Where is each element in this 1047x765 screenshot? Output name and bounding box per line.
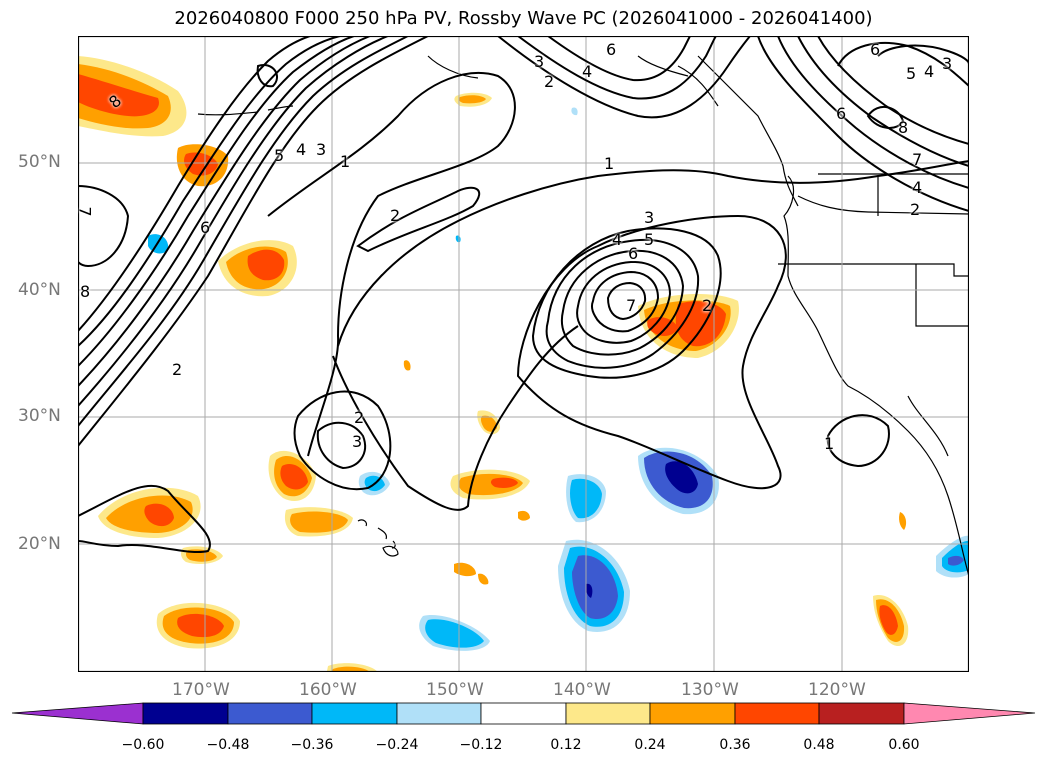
map-title: 2026040800 F000 250 hPa PV, Rossby Wave … [174,8,873,29]
colorbar-tick-label: −0.36 [290,737,334,753]
colorbar [11,702,1036,725]
contour-label: 5 [906,64,917,83]
colorbar-tick-label: −0.48 [206,737,250,753]
lat-label: 20°N [18,534,61,554]
lon-label: 170°W [172,680,230,700]
contour-label: 3 [942,54,953,73]
contour-label: 8 [898,118,909,137]
colorbar-extend-high [903,702,1036,725]
contour-label: 7 [626,296,637,315]
graticule [78,36,969,672]
contour-label: 4 [912,178,923,197]
colorbar-segment [818,702,905,725]
pv-contours [78,36,969,553]
colorbar-extend-low [11,702,144,725]
positive-anomaly [78,74,159,117]
contour-label: 2 [390,206,401,225]
contour-label: 2 [172,360,183,379]
contour-label: 1 [824,434,835,453]
contour-label: 6 [606,40,617,59]
contour-label: 4 [582,62,593,81]
contour-label: 1 [604,154,615,173]
contour-label: 8 [80,282,91,301]
colorbar-tick-label: 0.60 [888,737,920,753]
contour-label: 7 [75,206,95,217]
contour-label: 4 [924,62,935,81]
colorbar-tick-label: 0.36 [719,737,751,753]
lon-label: 130°W [681,680,739,700]
colorbar-segment [734,702,820,725]
lon-label: 120°W [808,680,866,700]
contour-label: 6 [628,244,639,263]
contour-label: 7 [912,150,923,169]
contour-label: 2 [910,200,921,219]
colorbar-tick-label: 0.24 [634,737,666,753]
contour-label: 6 [836,104,847,123]
colorbar-tick-label: 0.12 [550,737,582,753]
lat-label: 50°N [18,152,61,172]
contour-label: 3 [316,140,327,159]
colorbar-segment [396,702,482,725]
pv-anomaly-shading [78,56,969,672]
colorbar-segment [565,702,651,725]
colorbar-tick-label: −0.60 [121,737,165,753]
lat-label: 30°N [18,406,61,426]
contour-label: 3 [534,52,545,71]
contour-label: 4 [296,140,307,159]
map-plot [78,36,969,672]
colorbar-segment [142,702,229,725]
colorbar-tick-label: 0.48 [803,737,835,753]
contour-label: 6 [870,40,881,59]
contour-label: 3 [644,208,655,227]
contour-label: 6 [200,218,211,237]
contour-label: 5 [644,230,655,249]
colorbar-tick-label: −0.24 [375,737,419,753]
coastlines [197,55,969,577]
colorbar-segment [311,702,398,725]
contour-label: 2 [544,72,555,91]
lon-label: 160°W [299,680,357,700]
contour-label: 3 [352,432,363,451]
colorbar-tick-label: −0.12 [459,737,503,753]
map-border [78,36,969,672]
colorbar-segment [649,702,736,725]
lat-label: 40°N [18,280,61,300]
colorbar-segment [227,702,313,725]
lon-label: 140°W [553,680,611,700]
lon-label: 150°W [426,680,484,700]
contour-label: 1 [340,152,351,171]
colorbar-segment [480,702,567,725]
contour-label: 4 [612,230,623,249]
contour-label: 2 [354,408,365,427]
contour-label: 5 [274,146,285,165]
contour-label: 2 [702,296,713,315]
